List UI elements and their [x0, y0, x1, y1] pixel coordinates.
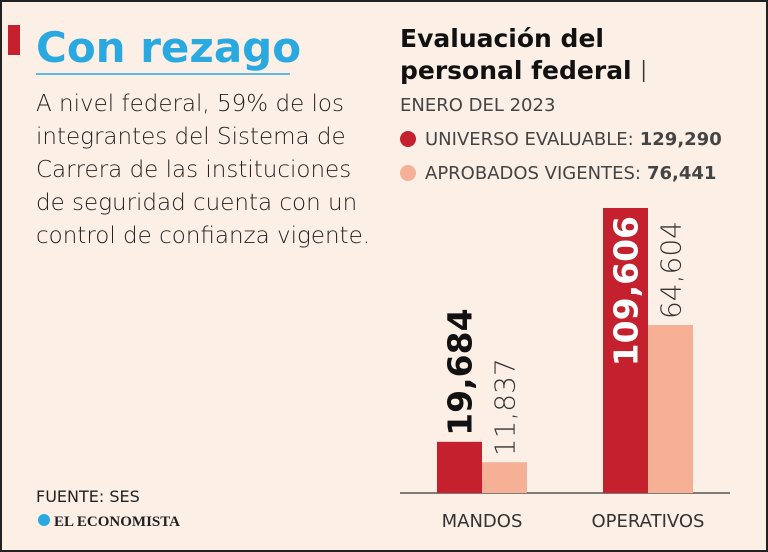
body-text: control de confianza vigente.	[36, 223, 370, 249]
value-label: 19,684	[441, 308, 480, 435]
bar	[437, 441, 482, 493]
source: FUENTE: SES	[36, 487, 140, 506]
chart-subtitle: ENERO DEL 2023	[400, 95, 555, 116]
bar	[603, 208, 648, 493]
bar	[482, 462, 527, 493]
body-text: A nivel federal, 59% de los	[36, 91, 344, 117]
body-text: de seguridad cuenta con un	[36, 190, 357, 216]
legend-swatch	[400, 131, 416, 147]
legend-total: 129,290	[640, 129, 722, 150]
chart-title: Evaluación del	[400, 24, 604, 53]
x-tick-label: MANDOS	[442, 511, 523, 532]
legend-label: APROBADOS VIGENTES:	[425, 163, 641, 184]
value-label: 64,604	[655, 221, 688, 319]
bar	[648, 325, 693, 493]
body-text: Carrera de las instituciones	[36, 157, 351, 183]
legend-label: UNIVERSO EVALUABLE:	[425, 129, 634, 150]
x-tick-label: OPERATIVOS	[592, 511, 705, 532]
accent-bar	[8, 25, 20, 55]
value-label: 11,837	[489, 358, 522, 456]
brand: EL ECONOMISTA	[54, 514, 180, 530]
legend-total: 76,441	[647, 163, 716, 184]
body-text: integrantes del Sistema de	[36, 124, 346, 150]
chart-title: personal federal	[400, 56, 632, 85]
legend-swatch	[400, 165, 416, 181]
value-label: 109,606	[607, 216, 646, 366]
headline: Con rezago	[36, 23, 301, 72]
brand-icon	[38, 514, 50, 526]
